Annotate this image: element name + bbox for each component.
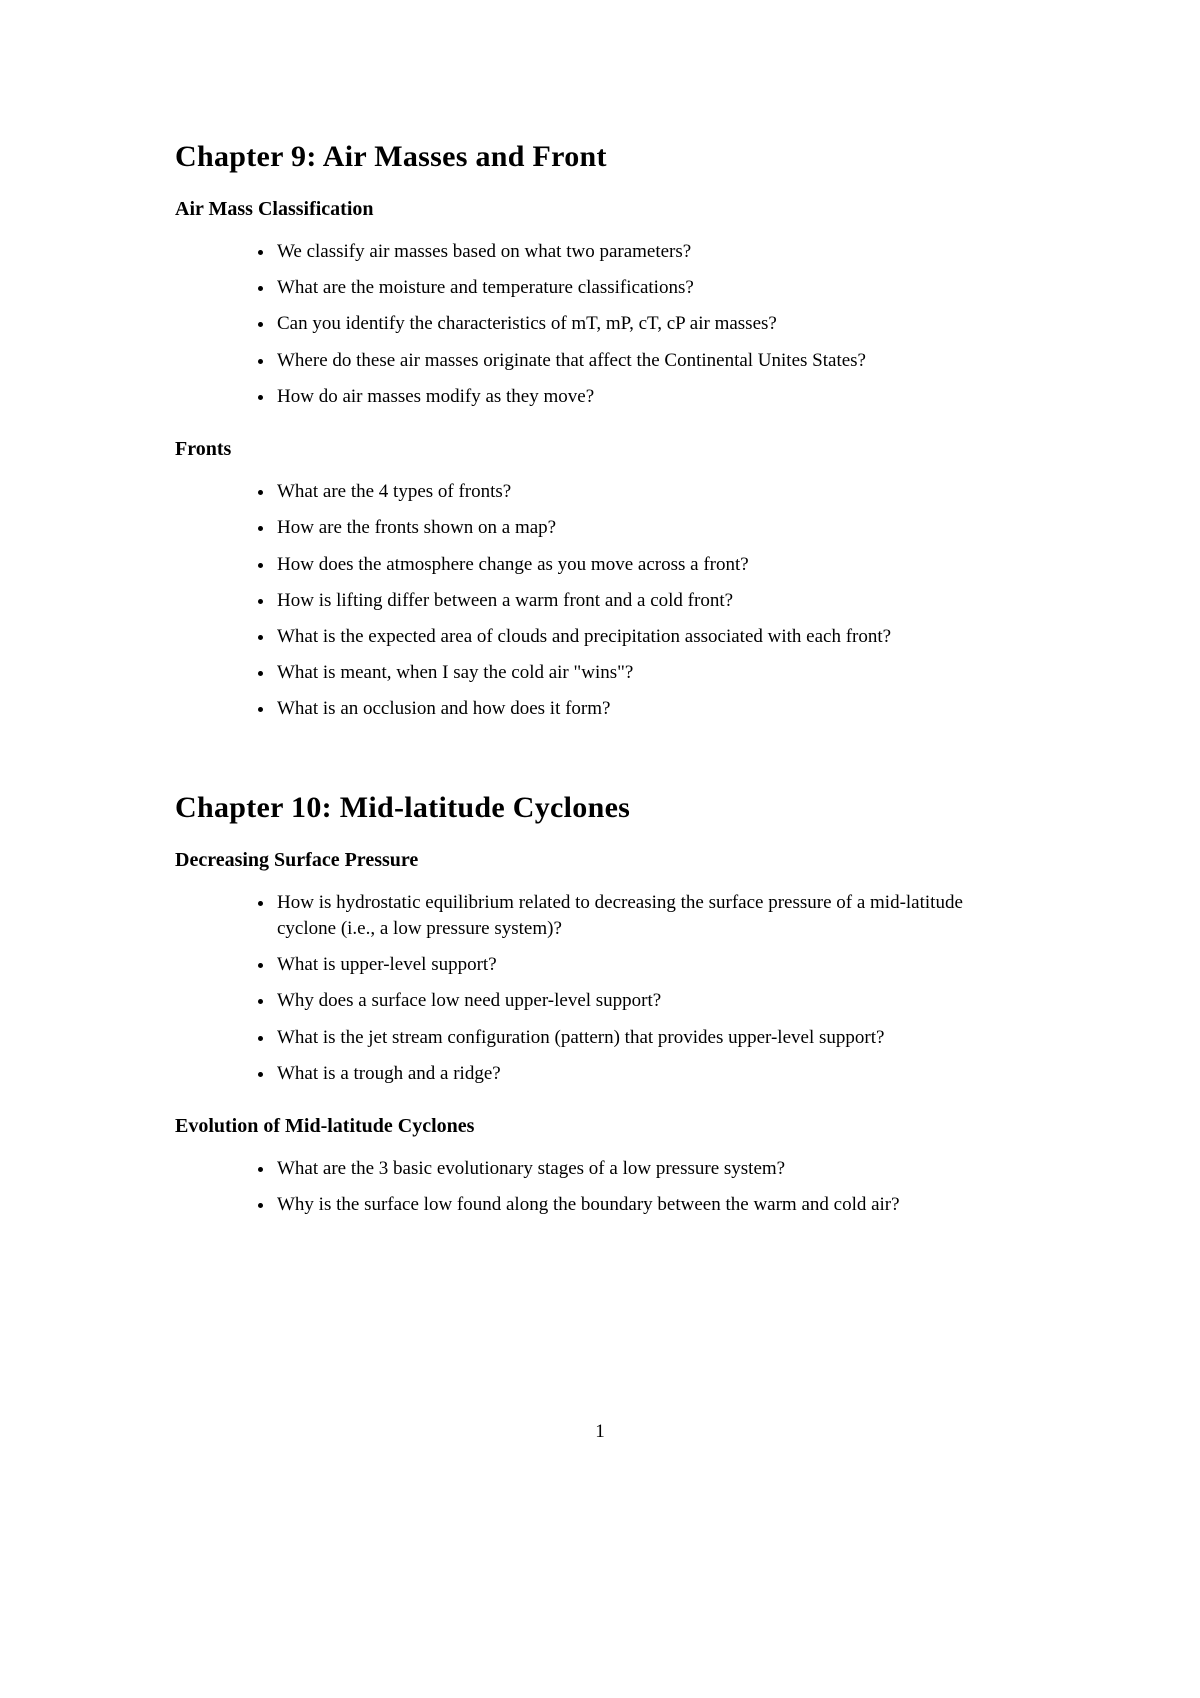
list-item: What is an occlusion and how does it for…	[275, 696, 1025, 722]
document-page: Chapter 9: Air Masses and Front Air Mass…	[0, 0, 1200, 1306]
bullet-list: What are the 3 basic evolutionary stages…	[245, 1156, 1025, 1218]
list-item: Why is the surface low found along the b…	[275, 1192, 1025, 1218]
chapter-10-title: Chapter 10: Mid-latitude Cyclones	[175, 791, 1025, 825]
bullet-list: What are the 4 types of fronts? How are …	[245, 479, 1025, 723]
list-item: Why does a surface low need upper-level …	[275, 988, 1025, 1014]
section-air-mass: Air Mass Classification We classify air …	[175, 198, 1025, 410]
list-item: What is the expected area of clouds and …	[275, 624, 1025, 650]
bullet-list: How is hydrostatic equilibrium related t…	[245, 890, 1025, 1087]
list-item: We classify air masses based on what two…	[275, 239, 1025, 265]
section-evolution: Evolution of Mid-latitude Cyclones What …	[175, 1115, 1025, 1218]
section-heading: Air Mass Classification	[175, 198, 1025, 221]
bullet-list: We classify air masses based on what two…	[245, 239, 1025, 410]
list-item: What is meant, when I say the cold air "…	[275, 660, 1025, 686]
list-item: What is the jet stream configuration (pa…	[275, 1025, 1025, 1051]
list-item: How are the fronts shown on a map?	[275, 515, 1025, 541]
section-heading: Fronts	[175, 438, 1025, 461]
section-heading: Evolution of Mid-latitude Cyclones	[175, 1115, 1025, 1138]
list-item: How do air masses modify as they move?	[275, 384, 1025, 410]
list-item: How is hydrostatic equilibrium related t…	[275, 890, 1025, 942]
chapter-9-title: Chapter 9: Air Masses and Front	[175, 140, 1025, 174]
list-item: Where do these air masses originate that…	[275, 348, 1025, 374]
list-item: What is a trough and a ridge?	[275, 1061, 1025, 1087]
list-item: What are the 3 basic evolutionary stages…	[275, 1156, 1025, 1182]
list-item: How does the atmosphere change as you mo…	[275, 552, 1025, 578]
section-fronts: Fronts What are the 4 types of fronts? H…	[175, 438, 1025, 723]
list-item: What are the moisture and temperature cl…	[275, 275, 1025, 301]
list-item: Can you identify the characteristics of …	[275, 311, 1025, 337]
list-item: How is lifting differ between a warm fro…	[275, 588, 1025, 614]
section-heading: Decreasing Surface Pressure	[175, 849, 1025, 872]
list-item: What are the 4 types of fronts?	[275, 479, 1025, 505]
page-number: 1	[0, 1421, 1200, 1443]
list-item: What is upper-level support?	[275, 952, 1025, 978]
section-surface-pressure: Decreasing Surface Pressure How is hydro…	[175, 849, 1025, 1087]
